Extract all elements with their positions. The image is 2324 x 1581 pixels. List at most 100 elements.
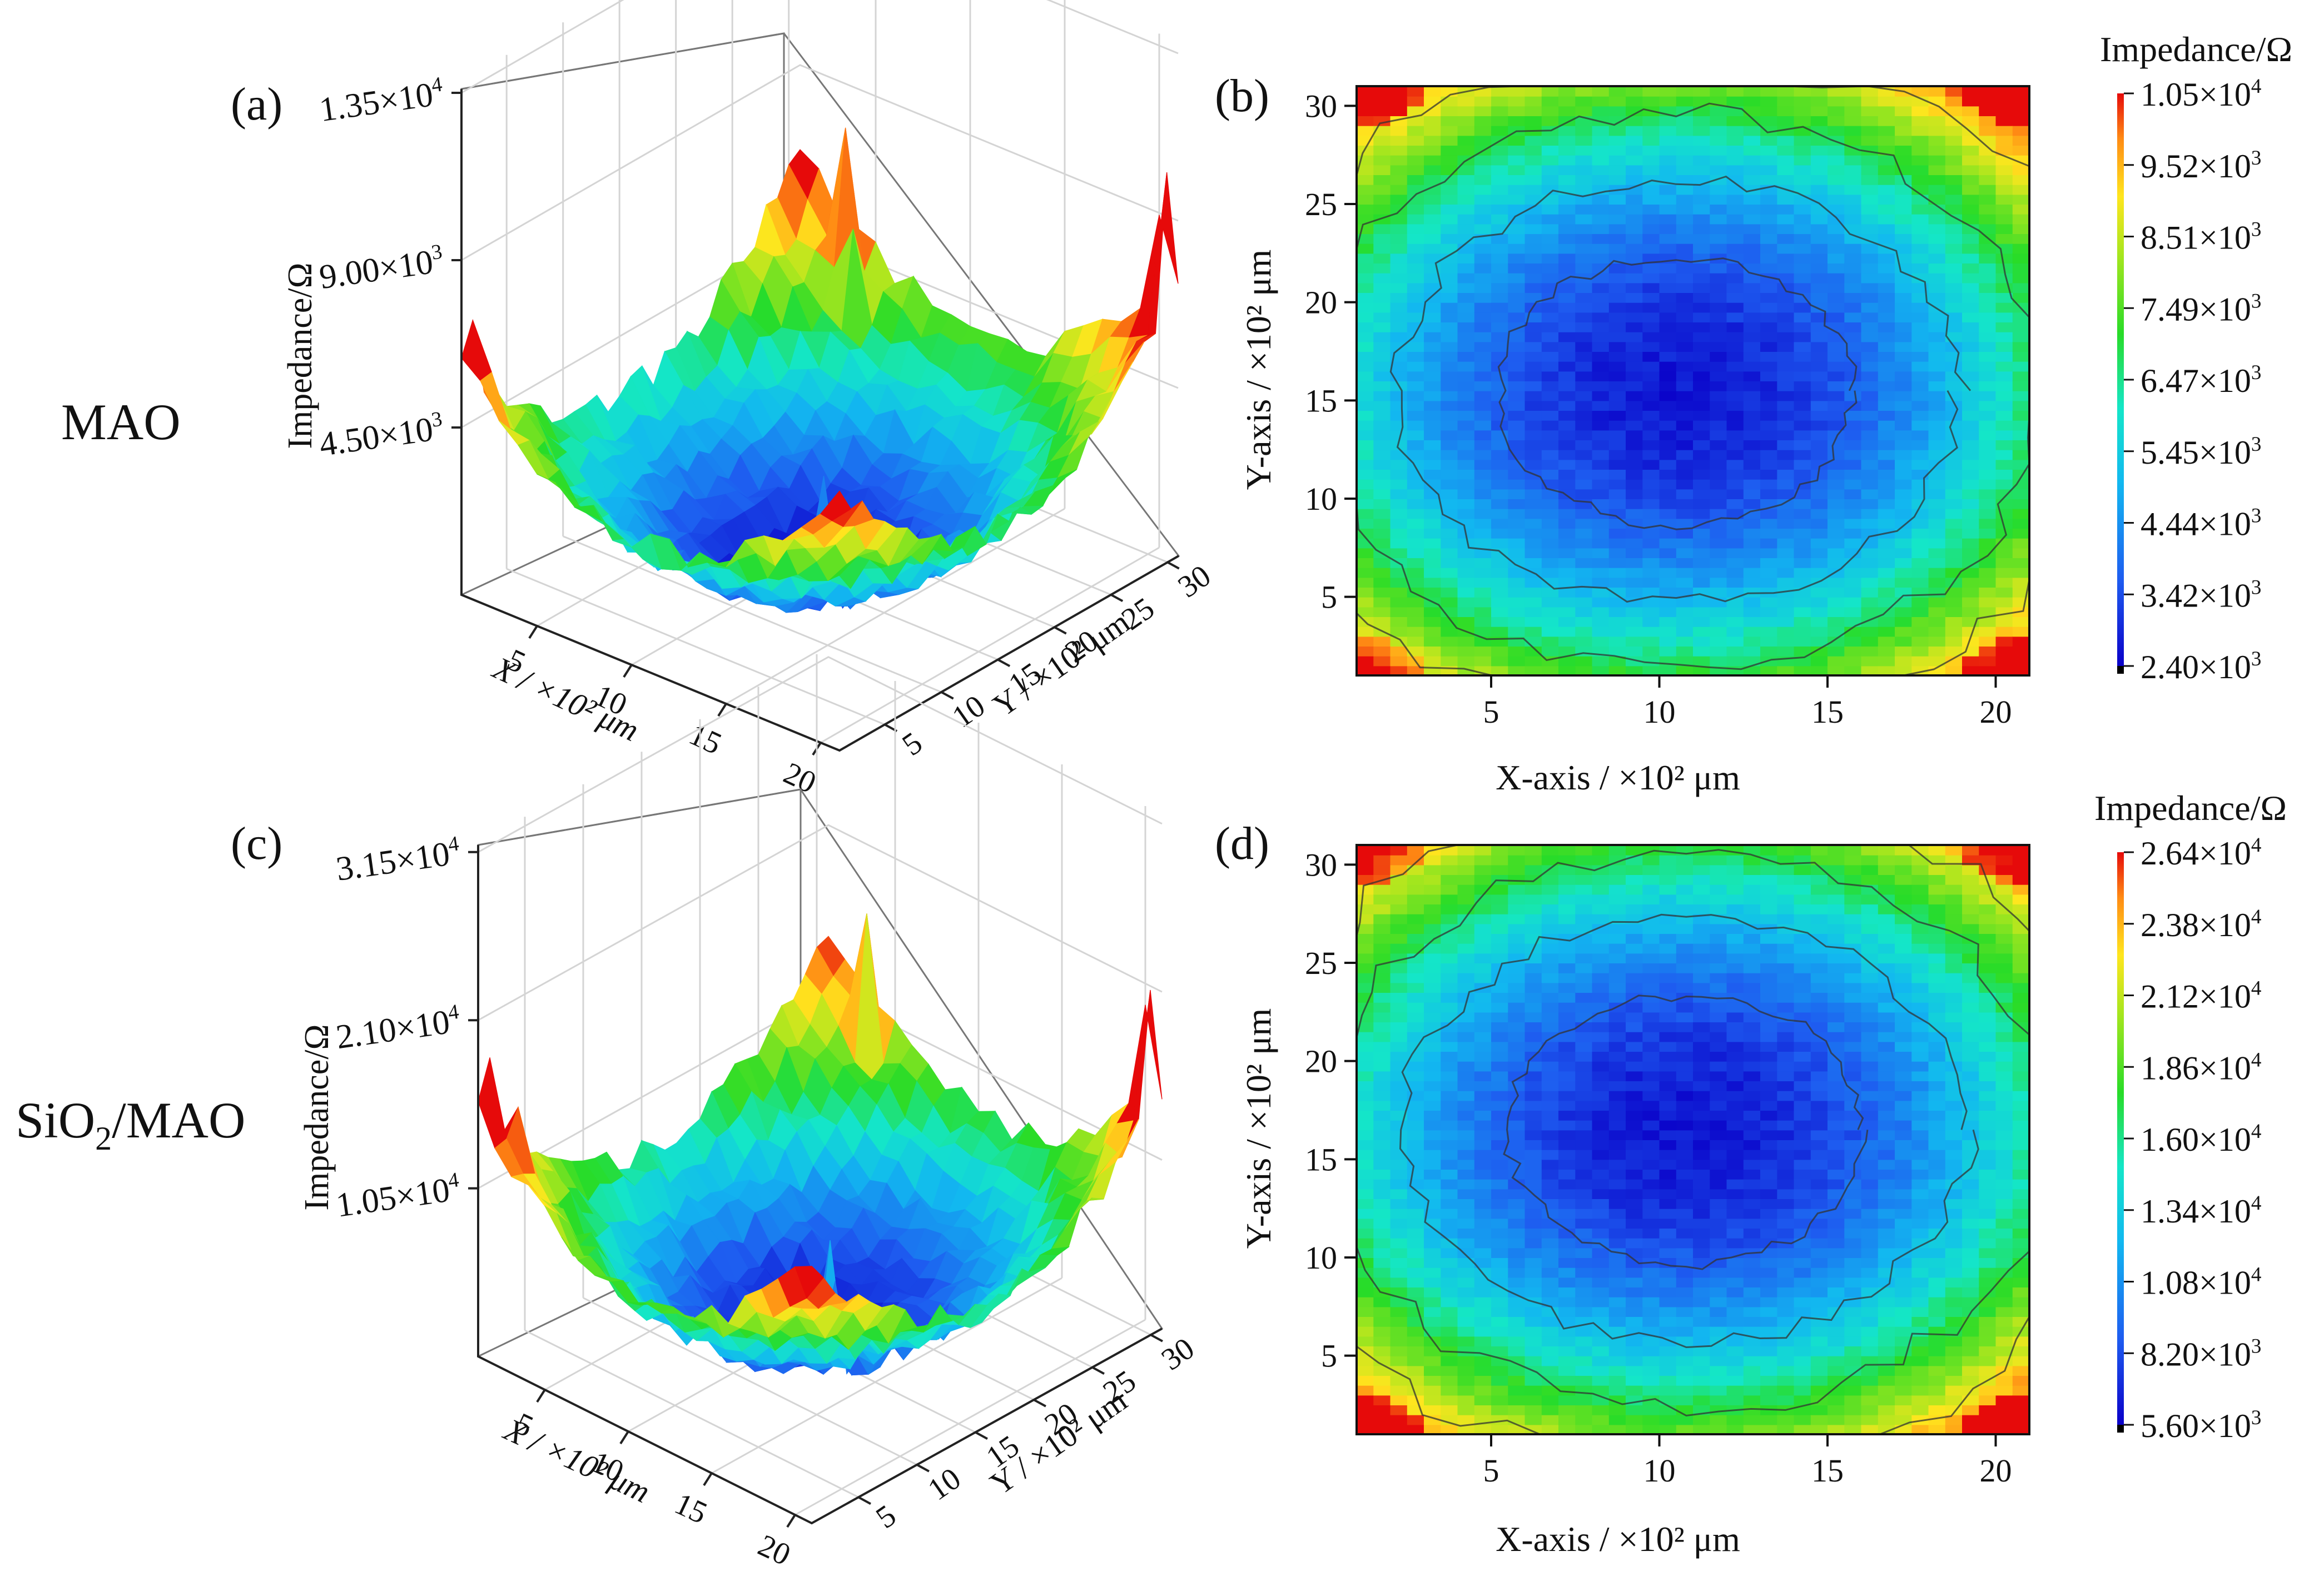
colorbar-label-exponent: 3 xyxy=(2251,361,2262,384)
heatmap-cell xyxy=(1524,479,1542,490)
heatmap-cell xyxy=(1424,499,1442,509)
heatmap-cell xyxy=(1575,1306,1593,1317)
colorbar-label-mantissa: 1.05×10 xyxy=(2141,76,2251,113)
heatmap-cell xyxy=(1491,1120,1509,1131)
heatmap-cell xyxy=(1676,1110,1694,1121)
heatmap-cell xyxy=(1373,371,1391,381)
heatmap-cell xyxy=(1743,420,1761,431)
heatmap-cell xyxy=(1676,1306,1694,1317)
heatmap-cell xyxy=(1575,381,1593,391)
heatmap-cell xyxy=(1895,440,1913,450)
heatmap-cell xyxy=(1373,1247,1391,1258)
heatmap-cell xyxy=(1979,341,1997,352)
heatmap-cell xyxy=(1676,1414,1694,1425)
heatmap-cell xyxy=(1541,175,1560,185)
heatmap-cell xyxy=(1642,479,1660,490)
heatmap-cell xyxy=(1911,489,1929,499)
heatmap-cell xyxy=(1373,864,1391,875)
heatmap-cell xyxy=(1945,617,1963,627)
heatmap-cell xyxy=(1474,1140,1492,1150)
heatmap-cell xyxy=(1558,165,1576,175)
heatmap-cell xyxy=(1357,1189,1374,1199)
heatmap-cell xyxy=(1441,400,1458,411)
heatmap-cell xyxy=(1693,390,1711,401)
heatmap-cell xyxy=(1357,331,1374,342)
heatmap-cell xyxy=(1558,1237,1576,1249)
heatmap-cell xyxy=(1524,508,1542,519)
row-label-sio2-mao: SiO2/MAO xyxy=(16,1092,245,1157)
heatmap-cell xyxy=(1626,1306,1643,1317)
heatmap-cell xyxy=(1945,155,1963,166)
heatmap-cell xyxy=(1608,904,1627,914)
heatmap-cell xyxy=(1979,430,1997,440)
heatmap-cell xyxy=(1962,400,1980,411)
heatmap-cell xyxy=(1541,86,1560,97)
heatmap-cell xyxy=(1457,1149,1475,1160)
heatmap-cell xyxy=(1524,1277,1542,1287)
heatmap-cell xyxy=(1558,410,1576,421)
heatmap-cell xyxy=(1508,577,1526,588)
heatmap-cell xyxy=(1441,420,1458,431)
heatmap-cell xyxy=(1541,253,1560,264)
y-tick xyxy=(1053,625,1067,635)
heatmap-cell xyxy=(1861,440,1879,450)
heatmap-cell xyxy=(1457,175,1475,185)
heatmap-cell xyxy=(1945,125,1963,136)
heatmap-cell xyxy=(1726,636,1744,647)
heatmap-cell xyxy=(1558,282,1576,293)
heatmap-cell xyxy=(1979,587,1997,598)
heatmap-cell xyxy=(1558,538,1576,549)
heatmap-cell xyxy=(1524,1228,1542,1239)
heatmap-cell xyxy=(1541,1395,1560,1405)
heatmap-cell xyxy=(1626,864,1643,875)
heatmap-cell xyxy=(1441,1199,1458,1209)
heatmap-cell xyxy=(1710,272,1727,284)
heatmap-cell xyxy=(1777,213,1795,225)
heatmap-cell xyxy=(1457,1120,1475,1131)
heatmap-cell xyxy=(1659,933,1677,944)
heatmap-cell xyxy=(1945,223,1963,234)
heatmap-cell xyxy=(1777,489,1795,499)
heatmap-cell xyxy=(1541,165,1560,175)
heatmap-cell xyxy=(1474,341,1492,352)
heatmap-cell xyxy=(1878,440,1896,450)
heatmap-cell xyxy=(1828,646,1845,657)
heatmap-cell xyxy=(1457,845,1475,856)
heatmap-cell xyxy=(1575,282,1593,293)
heatmap-cell xyxy=(1575,1189,1593,1199)
heatmap-cell xyxy=(1979,489,1997,499)
heatmap-cell xyxy=(1676,1041,1694,1052)
heatmap-cell xyxy=(1491,1228,1509,1239)
heatmap-cell xyxy=(1659,1041,1677,1052)
heatmap-cell xyxy=(1895,106,1913,116)
heatmap-cell xyxy=(1491,1287,1509,1297)
heatmap-cell xyxy=(1474,1012,1492,1022)
heatmap-cell xyxy=(1592,361,1610,372)
heatmap-cell xyxy=(1810,596,1829,608)
heatmap-cell xyxy=(1878,548,1896,558)
heatmap-cell xyxy=(1928,371,1946,381)
heatmap-cell xyxy=(1642,361,1660,372)
heatmap-cell xyxy=(1575,302,1593,313)
heatmap-cell xyxy=(1945,459,1963,470)
heatmap-cell xyxy=(1558,1002,1576,1013)
heatmap-cell xyxy=(1995,243,2013,254)
heatmap-cell xyxy=(1390,884,1408,895)
heatmap-cell xyxy=(1474,538,1492,549)
heatmap-cell xyxy=(1373,282,1391,293)
heatmap-cell xyxy=(1676,1296,1694,1307)
heatmap-cell xyxy=(1642,963,1660,973)
heatmap-cell xyxy=(1558,341,1576,352)
heatmap-cell xyxy=(1558,469,1576,480)
heatmap-cell xyxy=(1676,508,1694,519)
heatmap-cell xyxy=(1979,243,1997,254)
heatmap-cell xyxy=(1676,1405,1694,1415)
heatmap-cell xyxy=(1676,440,1694,450)
heatmap-cell xyxy=(1441,322,1458,332)
heatmap-cell xyxy=(1810,567,1829,578)
heatmap-cell xyxy=(1592,145,1610,156)
heatmap-cell xyxy=(1390,223,1408,234)
heatmap-cell xyxy=(1608,1130,1627,1140)
heatmap-cell xyxy=(1474,845,1492,856)
heatmap-cell xyxy=(1861,213,1879,225)
